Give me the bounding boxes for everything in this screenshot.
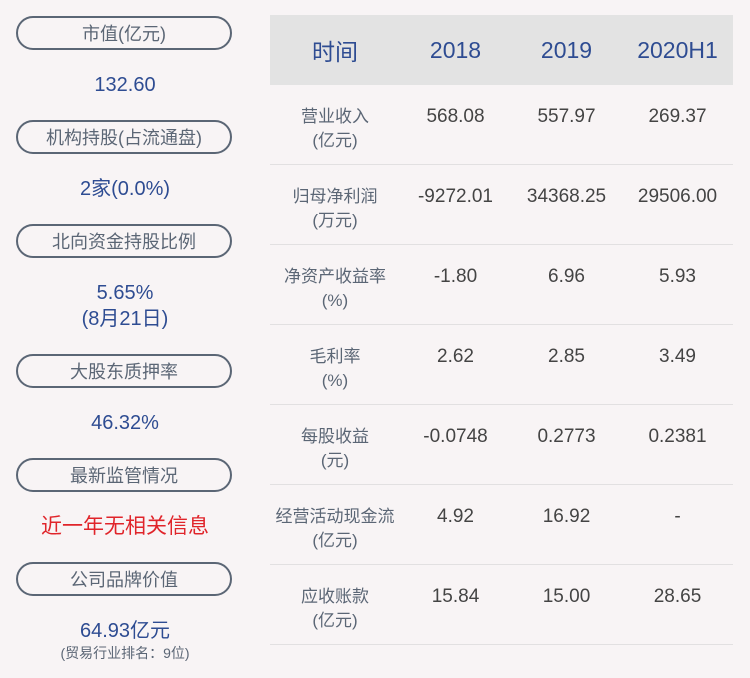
cell-value: - [674,506,681,527]
table-row: 毛利率 (%) 2.62 2.85 3.49 [270,325,733,405]
row-unit: (万元) [312,211,358,230]
cell-value: -0.0748 [423,426,488,447]
cell-value: 5.93 [659,266,696,287]
pledge-ratio-value: 46.32% [91,412,159,434]
row-unit: (亿元) [312,131,358,150]
cell-value: 4.92 [437,506,474,527]
institutional-holding-label: 机构持股(占流通盘) [16,120,232,154]
cell-value: 557.97 [537,106,596,127]
cell-value: 3.49 [659,346,696,367]
cell-value: 568.08 [426,106,485,127]
table-row: 应收账款 (亿元) 15.84 15.00 28.65 [270,565,733,645]
brand-value-value: 64.93亿元 [79,620,171,642]
cell-value: 15.84 [431,586,480,607]
cell-value: 15.00 [542,586,591,607]
brand-value-rank: (贸易行业排名：9位) [60,645,190,661]
market-cap-label: 市值(亿元) [16,16,232,50]
northbound-ratio-date: (8月21日) [81,308,169,330]
row-unit: (亿元) [312,531,358,550]
row-unit: (%) [321,371,349,390]
row-label: 每股收益 [301,427,369,446]
row-unit: (%) [321,291,349,310]
market-cap-value: 132.60 [94,74,156,96]
table-row: 净资产收益率 (%) -1.80 6.96 5.93 [270,245,733,325]
cell-value: -1.80 [433,266,478,287]
header-2020h1: 2020H1 [637,36,718,63]
cell-value: 28.65 [653,586,702,607]
financial-table: 时间 2018 2019 2020H1 营业收入 (亿元) 568.08 557.… [270,15,733,645]
regulatory-status-label: 最新监管情况 [16,458,232,492]
row-label: 营业收入 [301,107,369,126]
cell-value: 29506.00 [637,186,718,207]
cell-value: 269.37 [648,106,707,127]
row-label: 应收账款 [301,587,369,606]
brand-value-label: 公司品牌价值 [16,562,232,596]
table-row: 营业收入 (亿元) 568.08 557.97 269.37 [270,85,733,165]
row-label: 净资产收益率 [284,267,386,286]
cell-value: -9272.01 [417,186,493,207]
cell-value: 2.85 [548,346,585,367]
row-unit: (元) [320,451,350,470]
northbound-ratio-value: 5.65% [96,282,154,304]
cell-value: 6.96 [548,266,585,287]
table-row: 归母净利润 (万元) -9272.01 34368.25 29506.00 [270,165,733,245]
row-label: 毛利率 [309,347,361,366]
northbound-ratio-label: 北向资金持股比例 [16,224,232,258]
header-2018: 2018 [429,36,482,63]
row-label: 经营活动现金流 [275,507,395,526]
header-2019: 2019 [540,36,593,63]
row-unit: (亿元) [312,611,358,630]
table-row: 每股收益 (元) -0.0748 0.2773 0.2381 [270,405,733,485]
table-header: 时间 2018 2019 2020H1 [270,15,733,85]
table-row: 经营活动现金流 (亿元) 4.92 16.92 - [270,485,733,565]
cell-value: 2.62 [437,346,474,367]
cell-value: 16.92 [542,506,591,527]
institutional-holding-value: 2家(0.0%) [79,178,171,200]
header-time: 时间 [312,39,358,65]
regulatory-status-value: 近一年无相关信息 [41,515,209,538]
cell-value: 34368.25 [526,186,607,207]
pledge-ratio-label: 大股东质押率 [16,354,232,388]
cell-value: 0.2381 [648,426,707,447]
row-label: 归母净利润 [292,187,378,206]
cell-value: 0.2773 [537,426,596,447]
